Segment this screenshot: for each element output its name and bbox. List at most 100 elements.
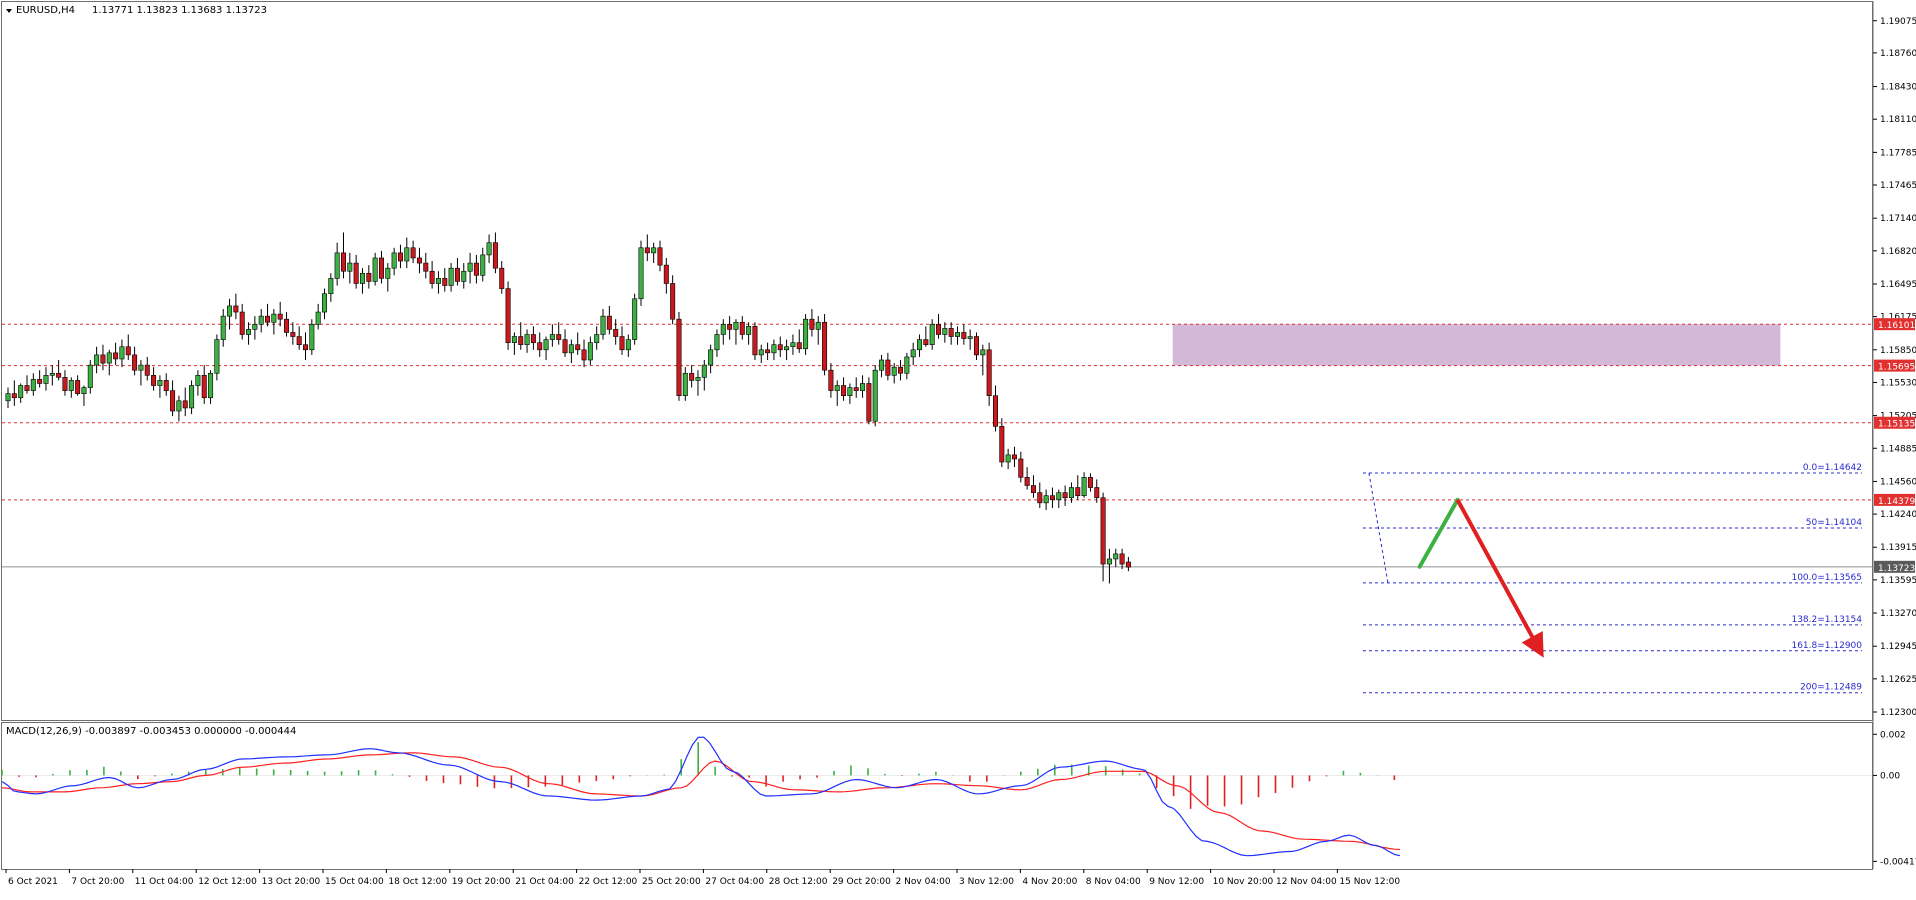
candle-body — [860, 383, 866, 391]
time-tick-label: 10 Nov 20:00 — [1213, 877, 1274, 887]
candle-body — [492, 242, 498, 269]
candle-bull — [904, 352, 910, 380]
candle-bull — [594, 326, 600, 350]
candle-body — [239, 311, 245, 335]
candle-body — [891, 366, 897, 376]
candle-body — [954, 332, 960, 337]
candle-body — [1037, 492, 1043, 504]
candle-bull — [543, 336, 549, 360]
candle-body — [777, 344, 783, 351]
candle-body — [461, 270, 467, 282]
candle-body — [151, 375, 157, 386]
candle-body — [277, 313, 283, 320]
price-tick-label: 1.13915 — [1880, 543, 1916, 553]
candle-body — [423, 262, 429, 272]
candle-body — [195, 375, 201, 386]
candle-body — [511, 336, 517, 343]
candle-body — [252, 323, 258, 330]
candle-bull — [746, 322, 752, 345]
candle-bear — [1018, 451, 1024, 483]
level-price-tag-bg — [1874, 416, 1915, 429]
candle-body — [708, 349, 714, 366]
candle-body — [910, 349, 916, 358]
candle-bull — [106, 349, 112, 376]
candle-bear — [62, 370, 68, 396]
candle-body — [765, 349, 771, 354]
candle-bear — [739, 316, 745, 340]
candle-body — [885, 359, 891, 376]
candle-body — [157, 380, 163, 386]
candle-body — [530, 334, 536, 343]
candle-bull — [189, 380, 195, 415]
level-price-tag-bg — [1874, 318, 1915, 331]
candle-body — [967, 336, 973, 339]
candle-bull — [448, 263, 454, 292]
candle-body — [1043, 495, 1049, 504]
candle-body — [1113, 553, 1119, 560]
candle-bear — [239, 303, 245, 340]
candle-body — [625, 339, 631, 351]
fibonacci-layer: 0.0=1.14642 50=1.14104 100.0=1.13565 138.2=… — [1362, 463, 1862, 694]
candle-body — [682, 372, 688, 397]
candle-body — [701, 364, 707, 378]
candle-bear — [113, 342, 119, 366]
candle-body — [771, 344, 777, 354]
candle-body — [727, 323, 733, 330]
candle-bear — [284, 312, 290, 337]
candle-bull — [1005, 448, 1011, 470]
candle-bull — [138, 360, 144, 386]
candle-bull — [195, 370, 201, 396]
macd-tick-label: 0.002 — [1880, 730, 1906, 740]
candle-body — [1081, 477, 1087, 496]
level-price-tag: 1.15695 — [1878, 363, 1915, 373]
candle-bear — [999, 418, 1005, 468]
candle-body — [948, 328, 954, 337]
candle-body — [847, 387, 853, 397]
candle-body — [265, 315, 271, 323]
price-labels-layer: 1.16101 1.15695 1.15135 1.14379 1.13723 — [1874, 318, 1915, 574]
candle-body — [68, 380, 74, 391]
candle-body — [201, 375, 207, 399]
candle-body — [733, 321, 739, 330]
candle-body — [480, 254, 486, 276]
candle-bear — [537, 332, 543, 357]
candle-body — [170, 390, 176, 412]
candle-bull — [404, 237, 410, 269]
price-tick-label: 1.18760 — [1880, 49, 1916, 59]
candle-body — [587, 342, 593, 361]
candle-body — [1075, 487, 1081, 496]
price-tick-label: 1.14240 — [1880, 510, 1916, 520]
time-tick-label: 22 Oct 12:00 — [579, 877, 638, 887]
candle-body — [132, 354, 138, 371]
candle-body — [1087, 477, 1093, 488]
candle-body — [1011, 454, 1017, 460]
candle-bear — [505, 281, 511, 350]
candle-bear — [581, 339, 587, 368]
candle-bull — [347, 252, 353, 284]
candle-bull — [1106, 548, 1112, 584]
candle-body — [689, 372, 695, 381]
chevron-down-icon[interactable] — [6, 9, 12, 13]
candle-bull — [43, 367, 49, 391]
candle-body — [961, 332, 967, 339]
candle-body — [43, 375, 49, 384]
candle-bear — [644, 234, 650, 262]
candle-body — [606, 315, 612, 330]
candle-bear — [613, 319, 619, 345]
candle-bull — [891, 363, 897, 384]
candle-body — [841, 385, 847, 397]
candle-bull — [30, 373, 36, 396]
candle-bull — [321, 288, 327, 320]
candle-body — [75, 380, 81, 394]
support-resistance-layer — [2, 323, 1872, 568]
price-tick-label: 1.15205 — [1880, 412, 1916, 422]
candle-bull — [549, 324, 555, 347]
time-tick-label: 15 Nov 12:00 — [1339, 877, 1400, 887]
candle-bull — [220, 308, 226, 347]
candle-body — [220, 315, 226, 340]
candle-body — [284, 318, 290, 333]
candle-bear — [151, 367, 157, 391]
candle-body — [879, 359, 885, 371]
